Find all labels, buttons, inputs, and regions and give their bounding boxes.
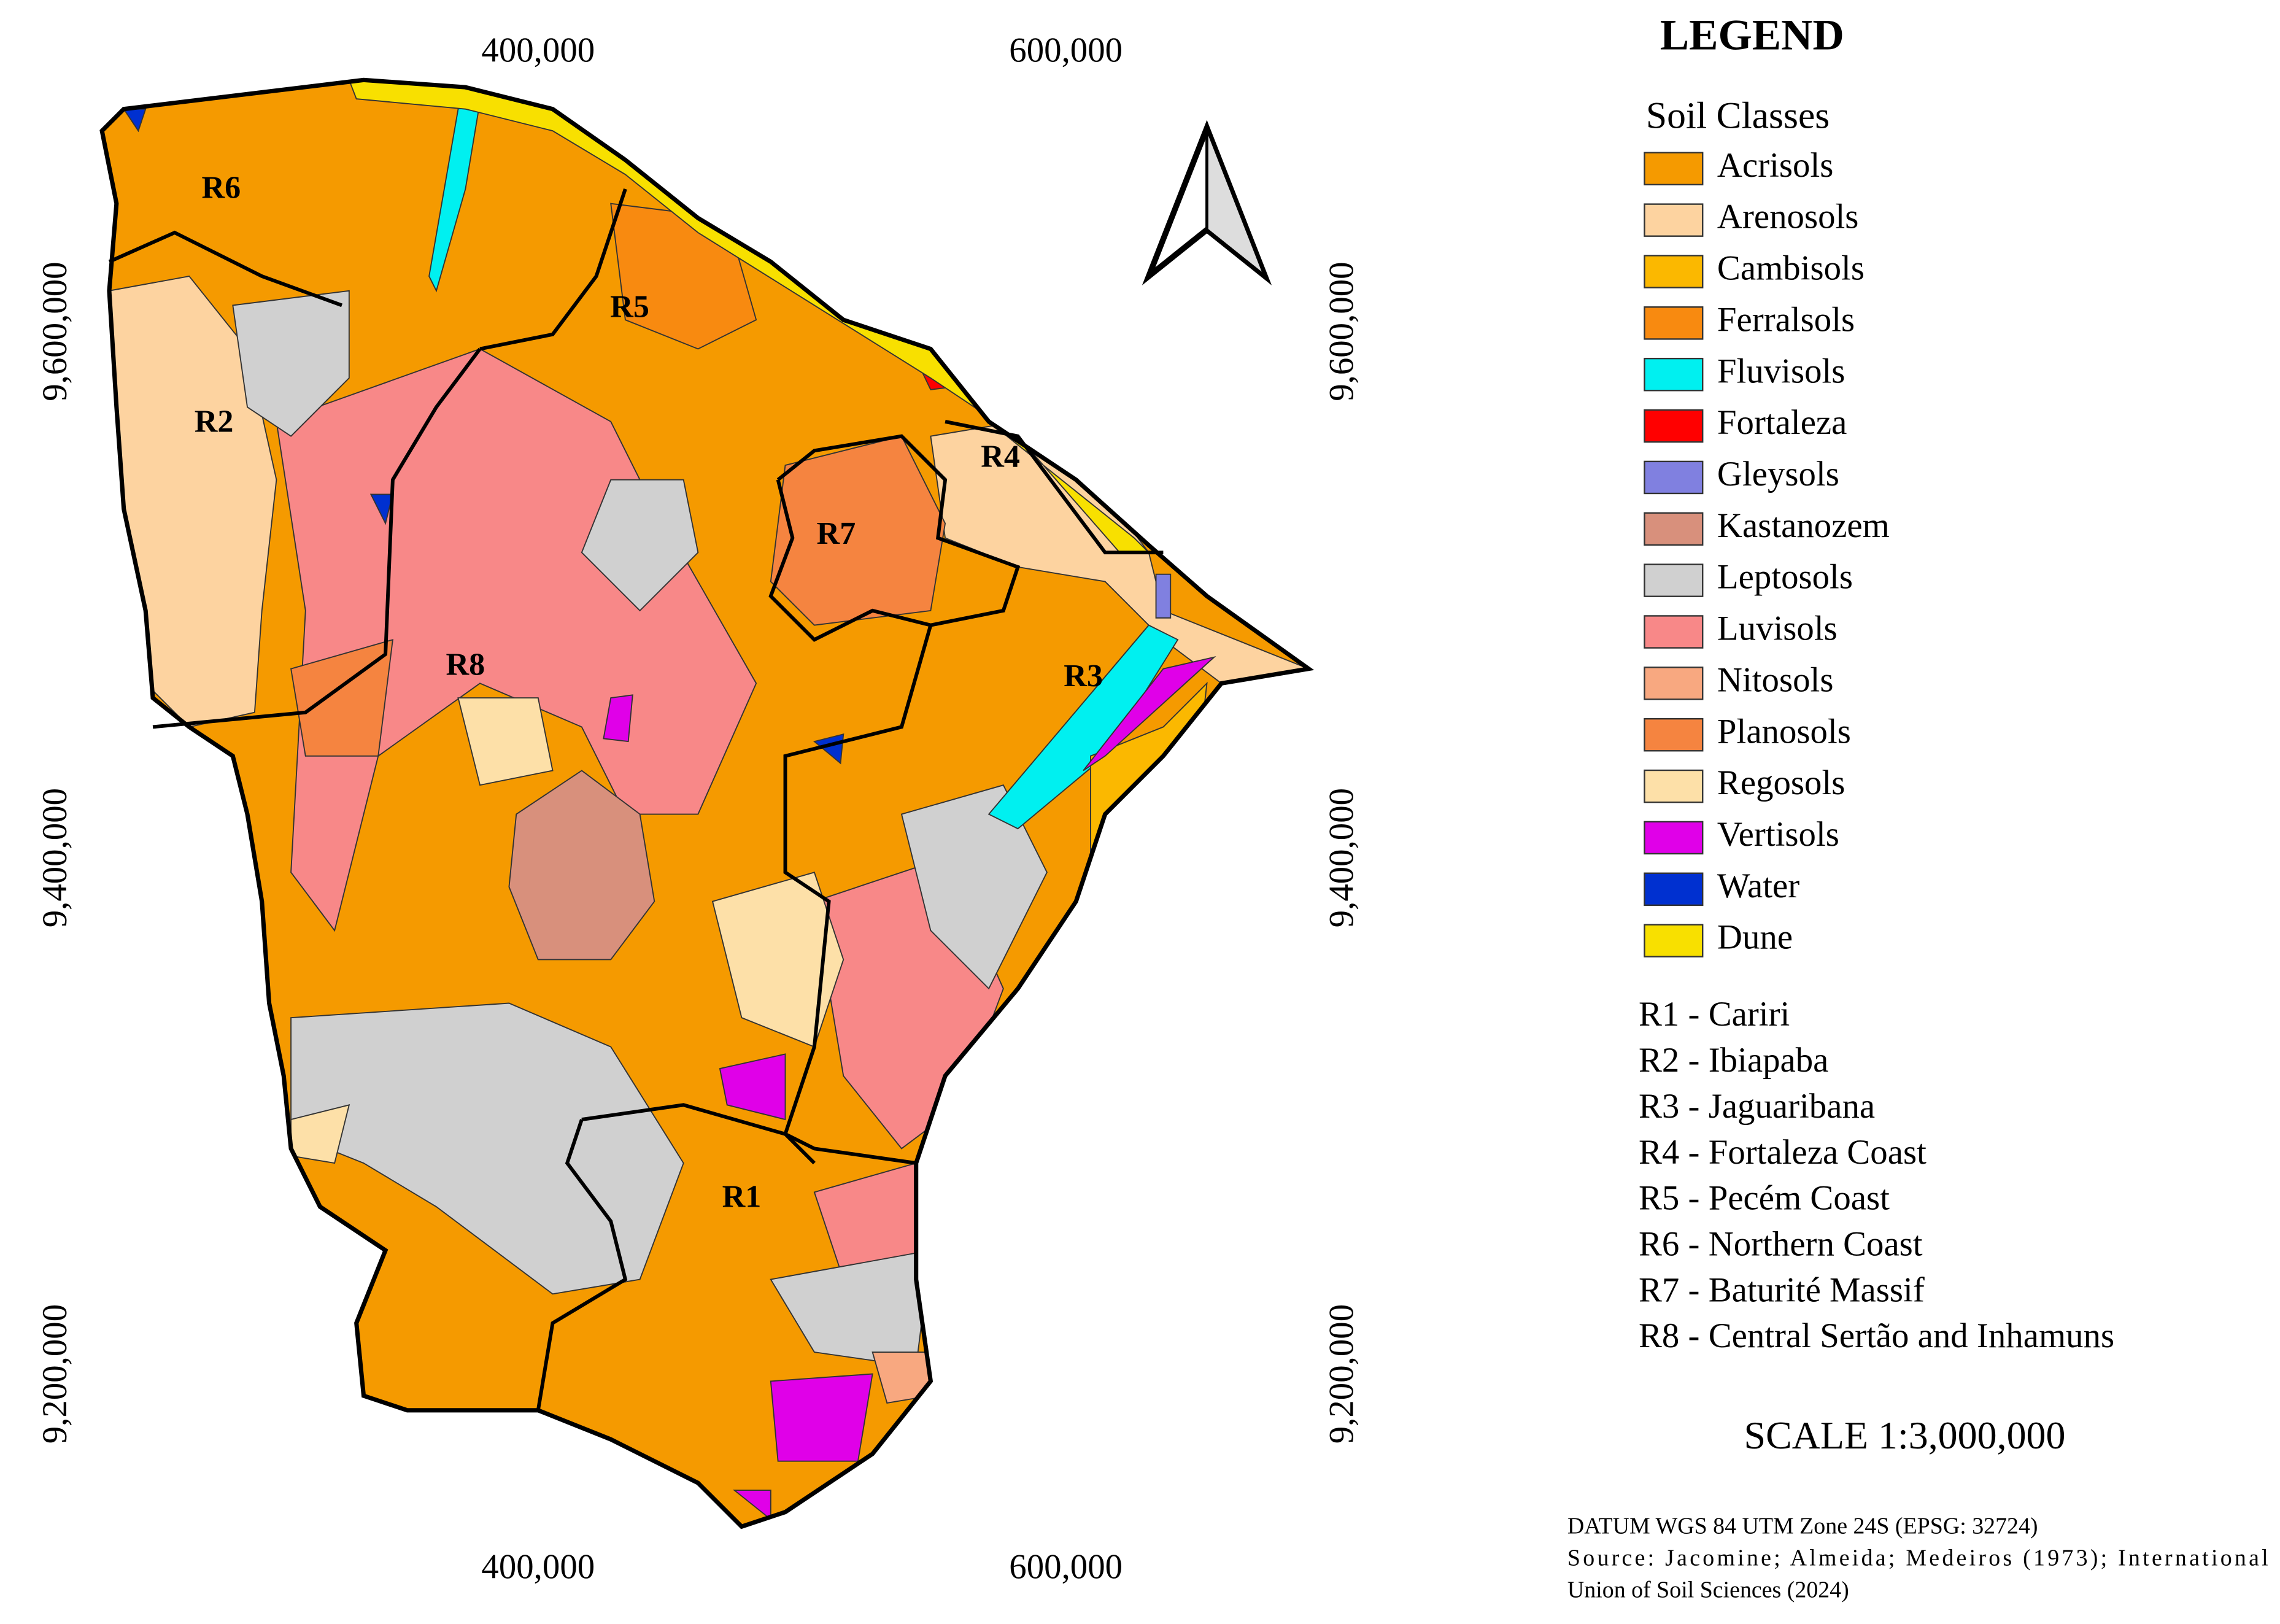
soil-patch [1083,655,1216,771]
x-coord-label: 600,000 [1009,1547,1123,1586]
legend-entry: Gleysols [1717,455,1839,493]
legend-swatch [1644,357,1704,392]
legend-swatch [1644,409,1704,443]
y-coord-label: 9,200,000 [36,1304,74,1444]
legend-swatch [1644,615,1704,649]
legend-swatch [1644,821,1704,855]
north-arrow [1142,120,1272,285]
legend-entry: Kastanozem [1717,506,1890,545]
legend-entry: Acrisols [1717,146,1833,185]
boundary [536,1119,628,1411]
boundary [768,434,1021,642]
soil-patch [711,872,844,1048]
soil-patch [1155,573,1172,619]
region-label: R1 [722,1179,762,1214]
y-coord-label: 9,600,000 [1323,261,1361,401]
x-coord-label: 400,000 [481,1547,595,1586]
region-entry: R4 - Fortaleza Coast [1639,1133,1926,1172]
y-coord-label: 9,200,000 [1323,1304,1361,1444]
region-label: R7 [817,516,856,551]
soil-patch [900,784,1048,990]
soil-patch [603,694,633,743]
y-coord-label: 9,600,000 [36,261,74,401]
boundary [581,1103,816,1165]
boundary [108,230,343,307]
soil-patch [770,1373,873,1462]
boundary [783,624,933,1166]
region-label: R4 [981,439,1020,474]
legend-entry: Cambisols [1717,249,1865,288]
legend-entry: Planosols [1717,712,1851,751]
north-arrow-half [1205,127,1269,281]
legend-subtitle: Soil Classes [1646,95,1830,136]
legend-entry: Regosols [1717,764,1845,802]
soil-patch [369,493,394,525]
region-label: R6 [202,170,241,205]
region-label: R5 [610,290,649,325]
soil-patch [732,1490,771,1521]
region-entry: R5 - Pecém Coast [1639,1179,1890,1218]
soil-map [102,80,1309,1527]
region-entry: R1 - Cariri [1639,995,1790,1034]
legend-swatch [1644,512,1704,546]
state-outline [99,77,1315,1529]
soil-patch [457,697,554,786]
legend-swatch [1644,203,1704,237]
note: Union of Soil Sciences (2024) [1567,1577,1849,1603]
region-label: R2 [195,404,234,439]
soil-patch [232,290,350,437]
y-coord-label: 9,400,000 [36,788,74,927]
legend-swatch [1644,563,1704,597]
region-entry: R2 - Ibiapaba [1639,1041,1828,1080]
legend-entry: Vertisols [1717,815,1839,854]
region-entry: R8 - Central Sertão and Inhamuns [1639,1317,2114,1355]
region-boundaries [108,188,1164,1411]
legend-swatch [1644,769,1704,803]
legend-swatch [1644,152,1704,186]
soil-patch [719,1053,786,1121]
soil-patch [508,770,655,961]
region-label: R3 [1064,659,1103,694]
note: Source: Jacomine; Almeida; Medeiros (197… [1567,1545,2268,1571]
boundary [152,347,482,729]
soil-patch [581,479,699,612]
legend-swatch [1644,306,1704,340]
legend-entry: Fortaleza [1717,403,1847,442]
x-coord-label: 400,000 [481,31,595,70]
boundary [479,188,627,351]
note: DATUM WGS 84 UTM Zone 24S (EPSG: 32724) [1567,1513,2038,1539]
legend-title: LEGEND [1660,11,1844,59]
scale-text: SCALE 1:3,000,000 [1744,1413,2066,1457]
legend-entry: Dune [1717,918,1793,957]
region-label: R8 [446,647,485,682]
legend-entry: Fluvisols [1717,352,1845,390]
x-coord-label: 600,000 [1009,31,1123,70]
legend-swatch [1644,255,1704,288]
legend-entry: Ferralsols [1717,300,1855,339]
legend-swatch [1644,460,1704,495]
legend-entry: Arenosols [1717,198,1859,236]
region-entry: R6 - Northern Coast [1639,1225,1923,1264]
legend-swatch [1644,872,1704,907]
legend-swatch [1644,667,1704,700]
region-entry: R7 - Baturité Massif [1639,1270,1925,1309]
legend-entry: Luvisols [1717,609,1838,648]
region-entry: R3 - Jaguaribana [1639,1087,1875,1126]
legend-swatch [1644,924,1704,957]
y-coord-label: 9,400,000 [1323,788,1361,927]
legend-swatch [1644,717,1704,752]
legend-entry: Nitosols [1717,660,1834,699]
legend-entry: Leptosols [1717,558,1853,597]
legend-entry: Water [1717,867,1799,905]
boundary [945,420,1164,555]
